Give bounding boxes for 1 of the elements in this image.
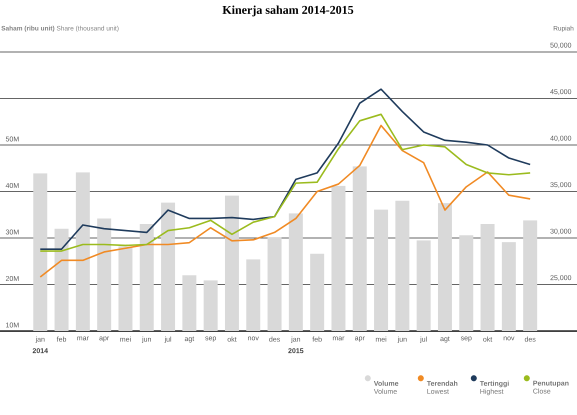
chart-title: Kinerja saham 2014-2015	[222, 6, 354, 16]
